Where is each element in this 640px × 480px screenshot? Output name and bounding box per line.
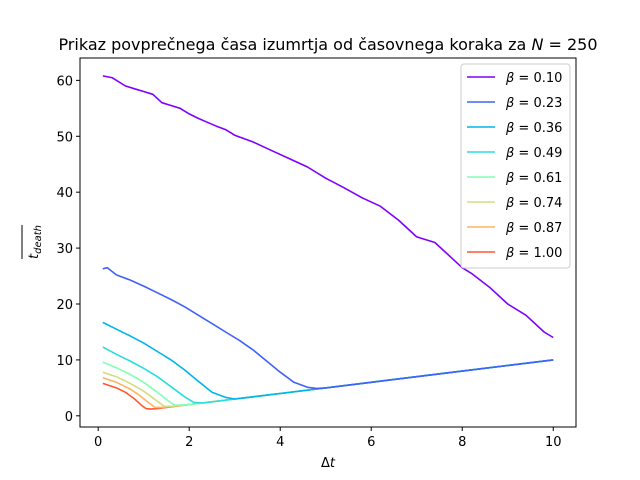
x-tick-label: 2 (185, 435, 193, 450)
y-tick-label: 10 (56, 354, 73, 369)
legend-entry-8: β = 1.00 (505, 246, 562, 261)
x-axis-label: Δt (321, 456, 336, 471)
y-tick-label: 20 (56, 298, 73, 313)
series-line-2 (102, 266, 554, 390)
x-tick-label: 10 (545, 435, 562, 450)
x-tick-label: 8 (458, 435, 466, 450)
y-tick-label: 60 (56, 74, 73, 89)
y-tick-label: 0 (65, 410, 73, 425)
legend-box (460, 63, 571, 269)
series-line-1 (102, 75, 554, 339)
svg-text:tdeath: tdeath (27, 225, 44, 259)
chart-title: Prikaz povprečnega časa izumrtja od časo… (58, 35, 597, 54)
legend-entry-6: β = 0.74 (505, 196, 562, 211)
plot-lines (102, 75, 554, 410)
legend-entry-2: β = 0.23 (505, 96, 562, 111)
legend-entry-3: β = 0.36 (505, 121, 562, 136)
y-axis-label: tdeath (21, 225, 44, 259)
legend-entry-4: β = 0.49 (505, 146, 562, 161)
y-tick-label: 40 (56, 186, 73, 201)
x-axis-ticks: 0 2 4 6 8 10 (94, 427, 562, 450)
legend: β = 0.10 β = 0.23 β = 0.36 β = 0.49 β = 0.61… (460, 63, 571, 269)
legend-entry-5: β = 0.61 (505, 171, 562, 186)
plot-frame (79, 57, 577, 428)
y-tick-label: 30 (56, 242, 73, 257)
x-tick-label: 6 (367, 435, 375, 450)
legend-entry-1: β = 0.10 (505, 71, 562, 86)
y-tick-label: 50 (56, 130, 73, 145)
y-axis-ticks: 0 10 20 30 40 50 60 (56, 74, 80, 425)
x-tick-label: 0 (94, 435, 102, 450)
x-tick-label: 4 (276, 435, 284, 450)
legend-entry-7: β = 0.87 (505, 221, 562, 236)
